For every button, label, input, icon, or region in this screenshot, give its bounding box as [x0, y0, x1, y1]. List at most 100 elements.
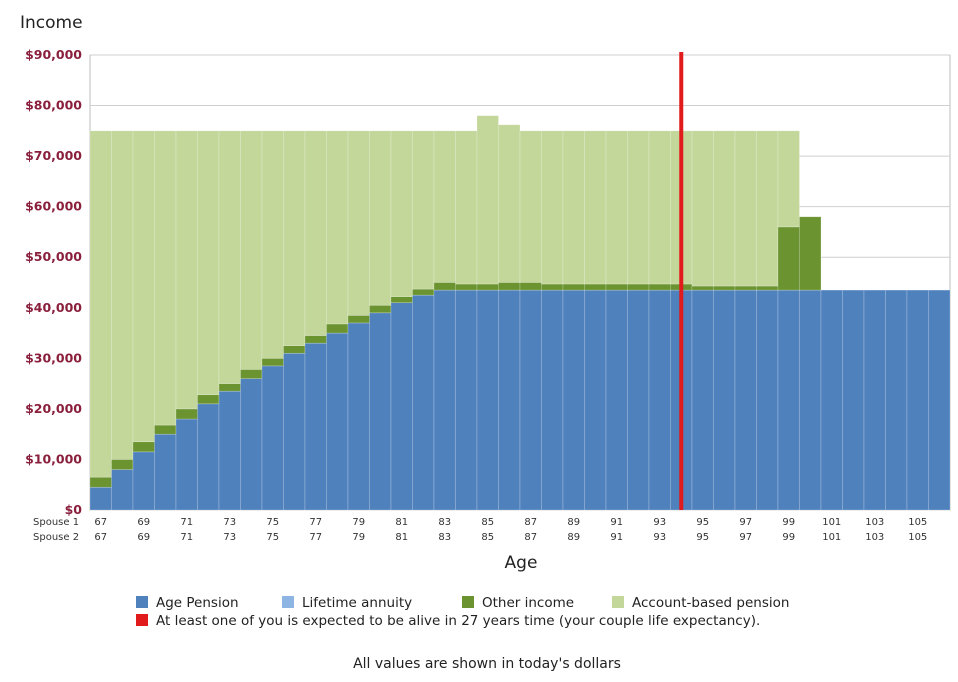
y-axis-title: Income: [20, 13, 83, 33]
bar-other-income-98: [756, 285, 779, 291]
bar-age-pension-81: [390, 302, 413, 511]
bar-other-income-88: [541, 283, 564, 291]
x-tick-spouse2-101: 101: [822, 532, 841, 543]
x-tick-spouse1-103: 103: [865, 517, 884, 528]
bar-age-pension-88: [541, 289, 564, 511]
bar-other-income-86: [498, 282, 521, 291]
bar-age-pension-105: [906, 289, 929, 511]
x-tick-spouse2-77: 77: [309, 532, 322, 543]
bar-age-pension-69: [132, 451, 155, 511]
y-tick-label-2: $20,000: [25, 401, 82, 416]
bar-age-pension-72: [197, 403, 220, 511]
bar-account-based-pension-88: [541, 130, 564, 285]
legend-swatch-lifetime-annuity: [282, 596, 294, 608]
legend-label-account-based-pension: Account-based pension: [632, 595, 789, 611]
legend-label-lifetime-annuity: Lifetime annuity: [302, 595, 412, 611]
bar-age-pension-99: [777, 289, 800, 511]
x-tick-spouse1-95: 95: [696, 517, 709, 528]
x-tick-spouse2-69: 69: [137, 532, 150, 543]
bar-age-pension-71: [175, 418, 198, 511]
bar-age-pension-92: [627, 289, 650, 511]
bar-other-income-80: [369, 304, 392, 314]
y-tick-label-5: $50,000: [25, 249, 82, 264]
x-row-label-spouse2: Spouse 2: [33, 532, 79, 543]
x-tick-spouse2-93: 93: [653, 532, 666, 543]
x-tick-spouse1-69: 69: [137, 517, 150, 528]
bar-other-income-90: [584, 283, 607, 291]
bar-age-pension-98: [756, 289, 779, 511]
y-tick-label-8: $80,000: [25, 98, 82, 113]
bar-other-income-78: [326, 323, 349, 334]
bar-account-based-pension-90: [584, 130, 607, 285]
bars-layer: [89, 115, 951, 511]
bar-account-based-pension-80: [369, 130, 392, 306]
bar-other-income-84: [455, 283, 478, 291]
bar-other-income-68: [111, 459, 134, 470]
bar-other-income-83: [433, 282, 456, 291]
bar-account-based-pension-76: [283, 130, 306, 346]
bar-other-income-74: [240, 369, 263, 379]
bar-age-pension-79: [347, 322, 370, 511]
bar-age-pension-95: [691, 289, 714, 511]
x-tick-spouse1-67: 67: [94, 517, 107, 528]
bar-other-income-100: [799, 216, 822, 291]
bar-age-pension-100: [799, 289, 822, 511]
x-tick-spouse1-93: 93: [653, 517, 666, 528]
bar-account-based-pension-75: [261, 130, 284, 359]
bar-account-based-pension-73: [218, 130, 241, 384]
bar-age-pension-80: [369, 312, 392, 511]
bar-other-income-92: [627, 283, 650, 291]
bar-other-income-77: [304, 335, 327, 344]
bar-age-pension-104: [885, 289, 908, 511]
x-tick-spouse2-91: 91: [610, 532, 623, 543]
life-expectancy-swatch: [136, 614, 148, 626]
x-tick-spouse2-105: 105: [908, 532, 927, 543]
x-tick-spouse2-103: 103: [865, 532, 884, 543]
y-tick-label-3: $30,000: [25, 350, 82, 365]
life-expectancy-legend-label: At least one of you is expected to be al…: [156, 613, 760, 629]
bar-other-income-81: [390, 296, 413, 304]
bar-account-based-pension-74: [240, 130, 263, 370]
bar-age-pension-77: [304, 342, 327, 511]
bar-account-based-pension-99: [777, 130, 800, 228]
bar-account-based-pension-83: [433, 130, 456, 283]
bar-other-income-75: [261, 358, 284, 367]
x-tick-spouse2-95: 95: [696, 532, 709, 543]
bar-other-income-95: [691, 285, 714, 291]
x-tick-spouse1-81: 81: [395, 517, 408, 528]
x-tick-spouse2-89: 89: [567, 532, 580, 543]
bar-other-income-71: [175, 408, 198, 420]
x-tick-spouse2-87: 87: [524, 532, 537, 543]
x-tick-spouse1-83: 83: [438, 517, 451, 528]
bar-other-income-73: [218, 383, 241, 392]
bar-account-based-pension-92: [627, 130, 650, 285]
bar-age-pension-101: [820, 289, 843, 511]
y-tick-label-9: $90,000: [25, 47, 82, 62]
legend: Age Pension Lifetime annuity Other income A…: [136, 595, 789, 611]
bar-account-based-pension-86: [498, 124, 521, 283]
x-tick-spouse2-67: 67: [94, 532, 107, 543]
bar-other-income-96: [713, 285, 736, 291]
footnote: All values are shown in today's dollars: [353, 656, 621, 672]
bar-age-pension-93: [648, 289, 671, 511]
x-tick-spouse1-87: 87: [524, 517, 537, 528]
bar-other-income-67: [89, 476, 112, 488]
bar-account-based-pension-98: [756, 130, 779, 287]
bar-other-income-85: [476, 283, 499, 291]
bar-account-based-pension-97: [734, 130, 757, 287]
y-tick-label-6: $60,000: [25, 199, 82, 214]
legend-label-age-pension: Age Pension: [156, 595, 239, 611]
bar-account-based-pension-77: [304, 130, 327, 336]
y-tick-label-4: $40,000: [25, 300, 82, 315]
bar-age-pension-84: [455, 289, 478, 511]
x-tick-spouse1-79: 79: [352, 517, 365, 528]
bar-age-pension-78: [326, 332, 349, 511]
legend-label-other-income: Other income: [482, 595, 574, 611]
bar-account-based-pension-68: [111, 130, 134, 460]
bar-age-pension-85: [476, 289, 499, 511]
bar-other-income-93: [648, 283, 671, 291]
y-axis-ticks: $0 $10,000 $20,000 $30,000 $40,000 $50,000 $60…: [25, 47, 82, 517]
bar-other-income-99: [777, 226, 800, 291]
bar-account-based-pension-95: [691, 130, 714, 287]
